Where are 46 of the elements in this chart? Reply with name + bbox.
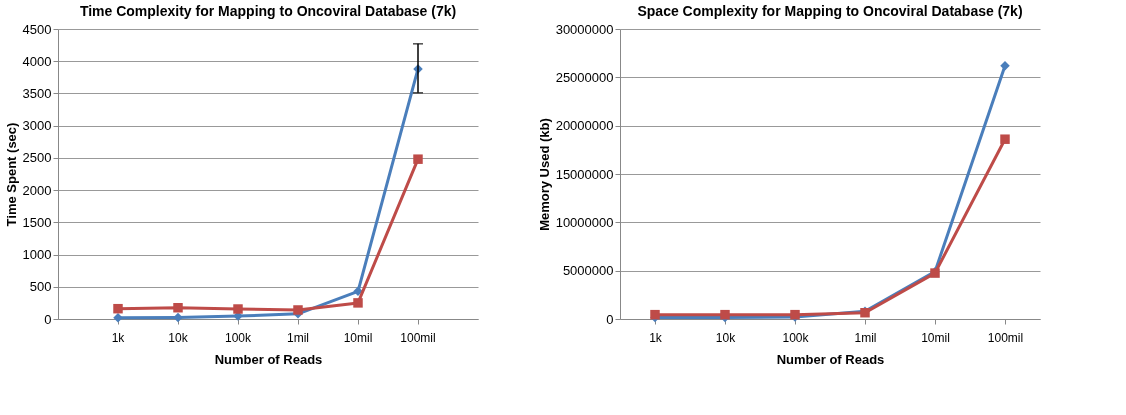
y-tick-label: 25000000 xyxy=(555,69,614,85)
x-tick-label: 1mil xyxy=(854,330,877,345)
point xyxy=(353,286,363,297)
point xyxy=(353,298,363,308)
point xyxy=(173,302,183,313)
x-tick-label: 10mil xyxy=(921,330,950,345)
y-axis-title: Time Spent (sec) xyxy=(3,122,19,227)
chart-title: Time Complexity for Mapping to Oncoviral Database (7k) xyxy=(79,3,457,19)
point xyxy=(233,304,243,314)
point xyxy=(173,312,183,323)
y-tick-label: 4000 xyxy=(22,53,52,69)
point xyxy=(1000,134,1010,144)
y-tick-label: 20000000 xyxy=(555,118,614,134)
x-tick-label: 1mil xyxy=(286,330,310,345)
x-tick-label: 1k xyxy=(649,330,663,345)
y-tick-label: 2500 xyxy=(22,150,52,166)
x-tick-label: 10k xyxy=(168,330,189,345)
point xyxy=(113,312,123,323)
point xyxy=(413,154,423,164)
point xyxy=(293,305,303,315)
y-tick-label: 10000000 xyxy=(555,214,614,230)
x-tick-label: 100mil xyxy=(987,330,1024,345)
y-tick-label: 3500 xyxy=(22,85,52,101)
x-tick-label: 100mil xyxy=(400,330,436,345)
y-tick-label: 0 xyxy=(606,311,614,327)
y-tick-label: 4500 xyxy=(22,21,52,37)
x-tick-label: 100k xyxy=(224,330,253,345)
y-tick-label: 5000000 xyxy=(562,263,614,279)
y-tick-label: 500 xyxy=(29,279,52,295)
x-tick-label: 1k xyxy=(111,330,126,345)
y-tick-label: 1500 xyxy=(22,214,52,230)
y-tick-label: 30000000 xyxy=(555,21,614,37)
y-tick-label: 0 xyxy=(44,311,52,327)
x-tick-label: 100k xyxy=(782,330,810,345)
y-tick-label: 15000000 xyxy=(555,166,614,182)
x-tick-label: 10k xyxy=(715,330,737,345)
x-tick-label: 10mil xyxy=(343,330,373,345)
y-tick-label: 1000 xyxy=(22,247,52,263)
point xyxy=(113,303,123,314)
x-axis-title: Number of Reads xyxy=(776,351,885,367)
chart-title: Space Complexity for Mapping to Oncoviral Database (7k) xyxy=(637,3,1023,19)
y-tick-label: 2000 xyxy=(22,182,52,198)
y-axis-title: Memory Used (kb) xyxy=(536,118,552,231)
point xyxy=(1000,60,1010,71)
x-axis-title: Number of Reads xyxy=(214,351,323,367)
y-tick-label: 3000 xyxy=(22,118,52,134)
